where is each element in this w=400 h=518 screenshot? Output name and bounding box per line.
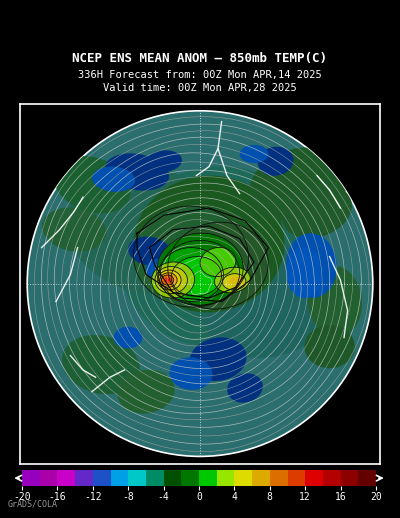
- Ellipse shape: [168, 222, 268, 309]
- Ellipse shape: [146, 150, 182, 172]
- Ellipse shape: [229, 277, 243, 287]
- Bar: [58, 470, 75, 486]
- Ellipse shape: [166, 279, 169, 281]
- Ellipse shape: [54, 156, 130, 213]
- Ellipse shape: [308, 266, 362, 338]
- Ellipse shape: [240, 145, 268, 163]
- Bar: [110, 470, 128, 486]
- Ellipse shape: [162, 275, 174, 285]
- Bar: [234, 470, 252, 486]
- Ellipse shape: [214, 267, 250, 293]
- Bar: [199, 470, 217, 486]
- Bar: [93, 470, 110, 486]
- Ellipse shape: [258, 147, 294, 176]
- Ellipse shape: [66, 165, 226, 294]
- Ellipse shape: [117, 370, 175, 413]
- Ellipse shape: [189, 337, 247, 381]
- Bar: [341, 470, 358, 486]
- Bar: [22, 470, 40, 486]
- Bar: [323, 470, 340, 486]
- Ellipse shape: [158, 248, 224, 301]
- Ellipse shape: [42, 208, 106, 252]
- Ellipse shape: [134, 206, 248, 307]
- Circle shape: [27, 111, 373, 456]
- Ellipse shape: [92, 166, 135, 192]
- Bar: [252, 470, 270, 486]
- Ellipse shape: [158, 270, 181, 290]
- Bar: [146, 470, 164, 486]
- Ellipse shape: [250, 148, 348, 222]
- Ellipse shape: [164, 277, 171, 283]
- Ellipse shape: [222, 274, 246, 290]
- Ellipse shape: [171, 256, 222, 296]
- Bar: [358, 470, 376, 486]
- Ellipse shape: [119, 166, 317, 347]
- Ellipse shape: [152, 262, 194, 298]
- Ellipse shape: [202, 245, 342, 358]
- Ellipse shape: [157, 233, 243, 305]
- Text: GrADS/COLA: GrADS/COLA: [8, 500, 58, 509]
- Bar: [217, 470, 234, 486]
- Ellipse shape: [134, 176, 284, 312]
- Bar: [75, 470, 93, 486]
- Bar: [305, 470, 323, 486]
- Ellipse shape: [200, 248, 236, 277]
- Ellipse shape: [160, 273, 177, 287]
- Ellipse shape: [155, 266, 187, 294]
- Ellipse shape: [170, 357, 212, 390]
- Ellipse shape: [62, 335, 140, 394]
- Ellipse shape: [282, 185, 352, 238]
- Ellipse shape: [114, 327, 142, 349]
- Ellipse shape: [105, 153, 169, 191]
- Bar: [288, 470, 305, 486]
- Text: 336H Forecast from: 00Z Mon APR,14 2025: 336H Forecast from: 00Z Mon APR,14 2025: [78, 70, 322, 80]
- Ellipse shape: [128, 237, 171, 266]
- Ellipse shape: [286, 248, 322, 298]
- Bar: [270, 470, 288, 486]
- Text: Valid time: 00Z Mon APR,28 2025: Valid time: 00Z Mon APR,28 2025: [103, 83, 297, 93]
- Ellipse shape: [227, 373, 263, 402]
- Bar: [40, 470, 58, 486]
- Bar: [181, 470, 199, 486]
- Text: NCEP ENS MEAN ANOM – 850mb TEMP(C): NCEP ENS MEAN ANOM – 850mb TEMP(C): [72, 52, 328, 65]
- Ellipse shape: [304, 325, 355, 368]
- Ellipse shape: [146, 258, 175, 280]
- Bar: [128, 470, 146, 486]
- Bar: [164, 470, 181, 486]
- Ellipse shape: [286, 233, 337, 298]
